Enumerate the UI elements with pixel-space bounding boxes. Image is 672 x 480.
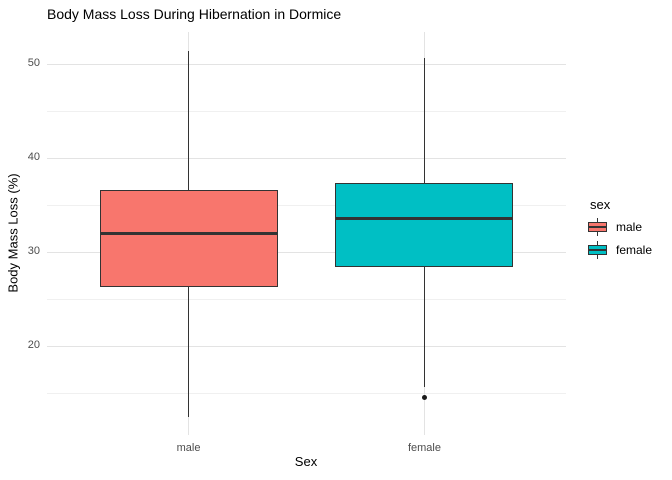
y-tick-label: 20 bbox=[27, 339, 40, 352]
median-line-female bbox=[335, 217, 514, 220]
x-axis-title: Sex bbox=[294, 454, 318, 469]
median-line-male bbox=[99, 232, 278, 235]
boxplot-box-female bbox=[335, 182, 514, 268]
minor-gridline bbox=[47, 204, 566, 206]
x-tick-label: female bbox=[407, 442, 441, 454]
major-gridline bbox=[47, 345, 566, 347]
legend: sex male female bbox=[588, 197, 652, 264]
major-gridline bbox=[47, 251, 566, 253]
boxplot-box-male bbox=[99, 190, 278, 288]
legend-label: male bbox=[616, 220, 643, 234]
whisker-upper bbox=[423, 58, 426, 183]
minor-gridline bbox=[47, 298, 566, 300]
legend-key-median bbox=[588, 226, 607, 228]
chart-title: Body Mass Loss During Hibernation in Dor… bbox=[47, 6, 342, 22]
legend-key-boxplot-icon bbox=[588, 218, 607, 236]
legend-entry: female bbox=[588, 241, 652, 259]
major-gridline bbox=[47, 63, 566, 65]
legend-label: female bbox=[616, 243, 653, 257]
x-tick-label: male bbox=[176, 442, 201, 454]
whisker-lower bbox=[187, 287, 190, 418]
y-tick-label: 40 bbox=[27, 151, 40, 164]
y-tick-label: 50 bbox=[27, 57, 40, 69]
major-gridline bbox=[47, 157, 566, 159]
legend-entries: male female bbox=[588, 218, 652, 259]
legend-title: sex bbox=[590, 197, 611, 212]
legend-entry: male bbox=[588, 218, 652, 236]
plot-panel bbox=[47, 32, 566, 435]
y-axis-title: Body Mass Loss (%) bbox=[5, 173, 21, 293]
whisker-lower bbox=[423, 267, 426, 387]
legend-key-boxplot-icon bbox=[588, 241, 607, 259]
minor-gridline bbox=[47, 110, 566, 112]
legend-key-median bbox=[588, 249, 607, 251]
minor-gridline bbox=[47, 393, 566, 395]
outlier-point bbox=[421, 394, 427, 400]
y-tick-label: 30 bbox=[27, 245, 40, 258]
whisker-upper bbox=[187, 50, 190, 191]
